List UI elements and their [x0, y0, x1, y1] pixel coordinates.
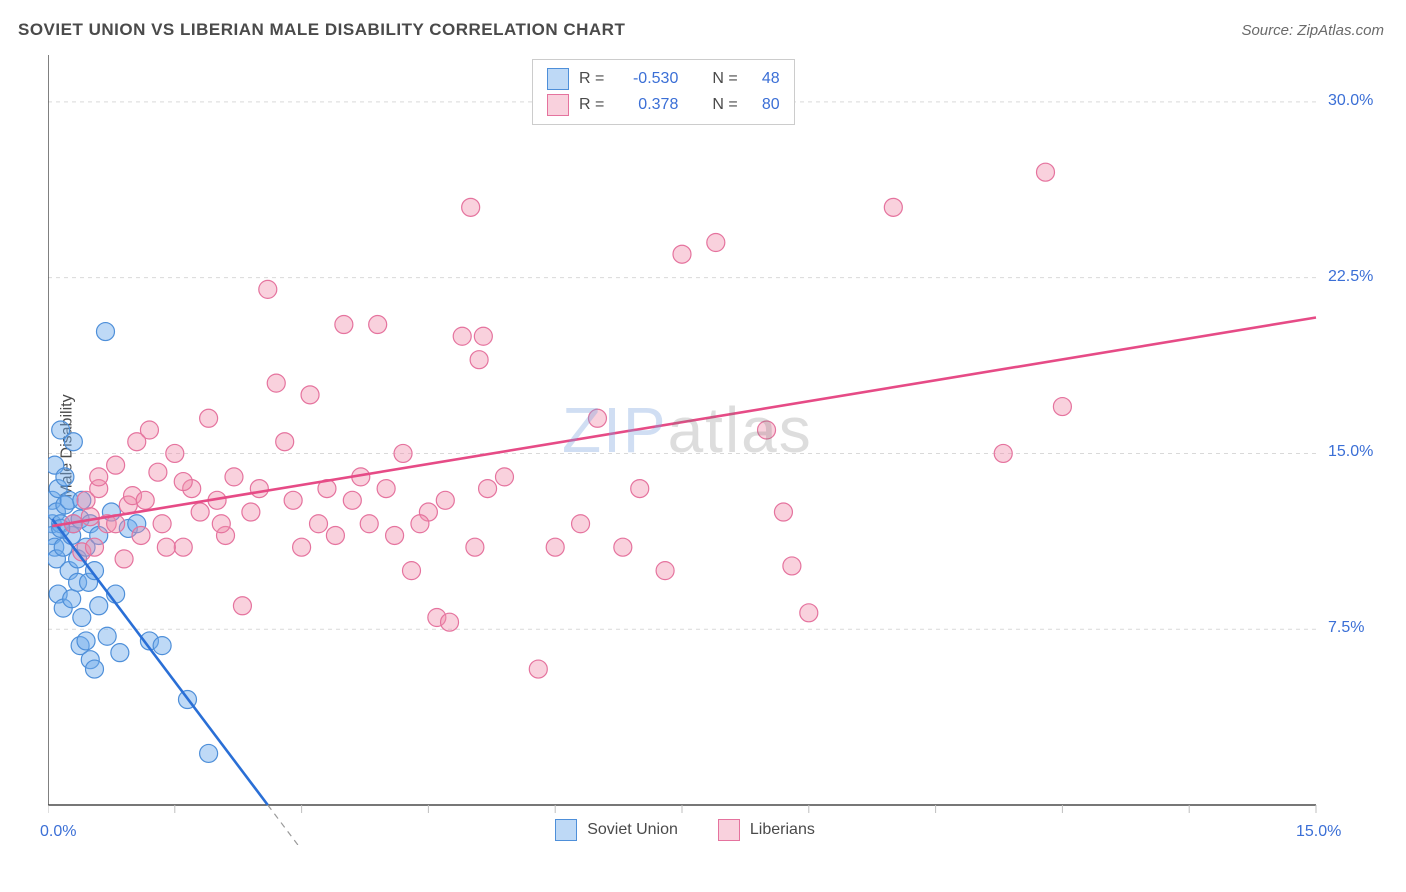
- scatter-plot: [48, 55, 1388, 845]
- legend-n-label: N =: [712, 96, 737, 114]
- legend-r-value: 0.378: [614, 96, 678, 114]
- legend-r-value: -0.530: [614, 70, 678, 88]
- legend-swatch: [547, 94, 569, 116]
- legend-n-value: 80: [748, 96, 780, 114]
- correlation-legend: R = -0.530 N = 48 R = 0.378 N = 80: [532, 59, 795, 125]
- legend-swatch: [718, 819, 740, 841]
- legend-n-label: N =: [712, 70, 737, 88]
- legend-label: Soviet Union: [587, 821, 678, 839]
- legend-r-label: R =: [579, 96, 604, 114]
- legend-swatch: [547, 68, 569, 90]
- legend-item: Liberians: [718, 819, 815, 841]
- legend-r-label: R =: [579, 70, 604, 88]
- y-tick-label: 15.0%: [1328, 443, 1388, 461]
- legend-row: R = -0.530 N = 48: [547, 66, 780, 92]
- y-tick-label: 7.5%: [1328, 619, 1388, 637]
- legend-item: Soviet Union: [555, 819, 678, 841]
- y-tick-label: 30.0%: [1328, 92, 1388, 110]
- series-legend: Soviet Union Liberians: [555, 819, 815, 841]
- x-axis-max-label: 15.0%: [1296, 823, 1341, 841]
- plot-container: R =-0.530N =48R =0.378N =80 ZIPatlas: [48, 55, 1388, 845]
- legend-n-value: 48: [748, 70, 780, 88]
- legend-label: Liberians: [750, 821, 815, 839]
- x-axis-min-label: 0.0%: [40, 823, 76, 841]
- y-tick-label: 22.5%: [1328, 268, 1388, 286]
- chart-title: SOVIET UNION VS LIBERIAN MALE DISABILITY…: [18, 20, 625, 40]
- legend-row: R = 0.378 N = 80: [547, 92, 780, 118]
- legend-swatch: [555, 819, 577, 841]
- source-label: Source: ZipAtlas.com: [1241, 22, 1384, 39]
